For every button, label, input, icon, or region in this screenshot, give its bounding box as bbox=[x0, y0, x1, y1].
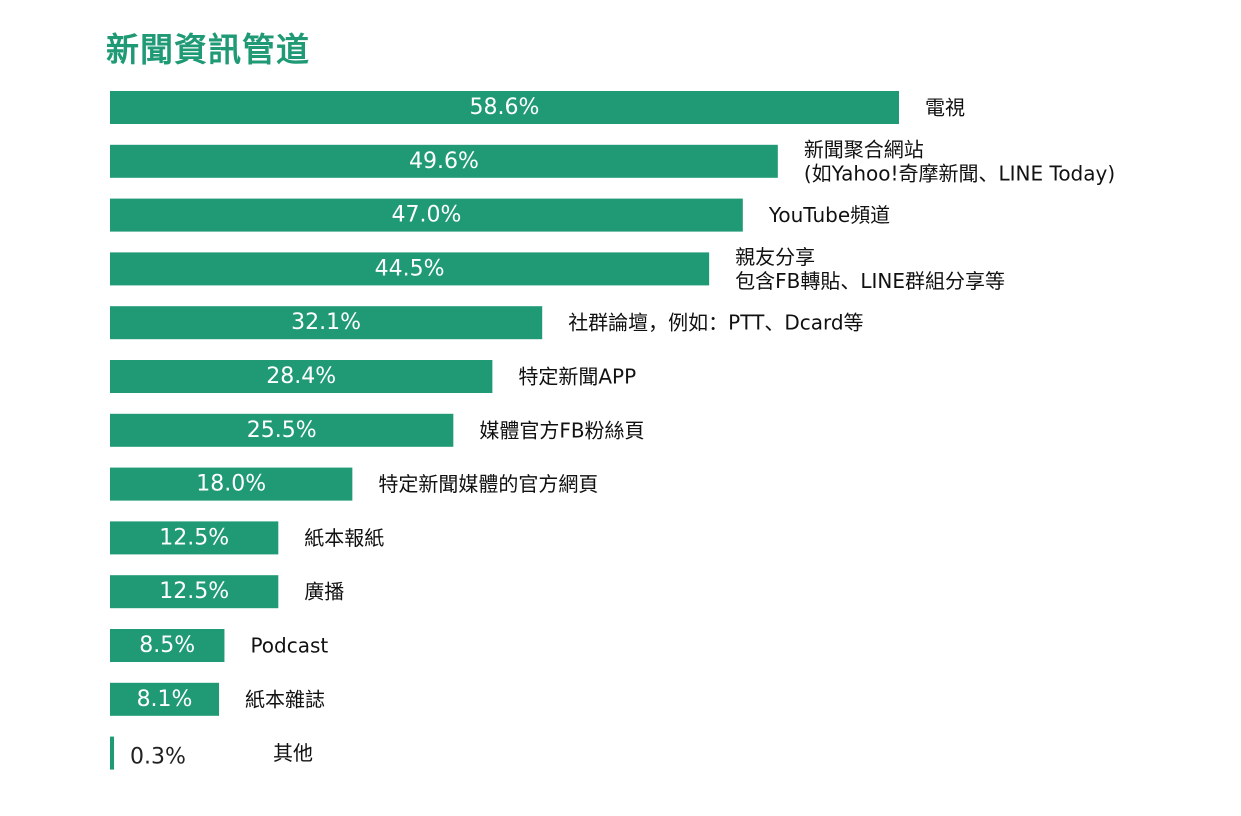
category-label: 親友分享包含FB轉貼、LINE群組分享等 bbox=[735, 245, 1005, 293]
value-label: 47.0% bbox=[391, 203, 461, 228]
bar bbox=[110, 521, 279, 555]
category-label-line: 親友分享 bbox=[735, 245, 815, 269]
value-label: 12.5% bbox=[159, 579, 229, 604]
category-label: 媒體官方FB粉絲頁 bbox=[479, 418, 644, 442]
category-label-line: 紙本雜誌 bbox=[245, 687, 325, 711]
value-label: 8.1% bbox=[137, 687, 193, 712]
category-label-line: 廣播 bbox=[304, 580, 344, 604]
bar bbox=[110, 306, 543, 340]
category-label-line: 包含FB轉貼、LINE群組分享等 bbox=[735, 269, 1005, 293]
category-label: 紙本報紙 bbox=[304, 526, 384, 550]
category-label-line: 媒體官方FB粉絲頁 bbox=[479, 418, 644, 442]
value-label: 12.5% bbox=[159, 525, 229, 550]
category-label-line: (如Yahoo!奇摩新聞、LINE Today) bbox=[804, 161, 1115, 185]
bar bbox=[110, 736, 115, 770]
value-label: 18.0% bbox=[196, 472, 266, 497]
category-label: 特定新聞媒體的官方網頁 bbox=[378, 472, 598, 496]
value-label: 49.6% bbox=[409, 149, 479, 174]
chart-title: 新聞資訊管道 bbox=[106, 30, 310, 69]
value-label: 8.5% bbox=[139, 633, 195, 658]
bar bbox=[110, 144, 778, 178]
category-label-line: 電視 bbox=[925, 96, 965, 120]
category-label: YouTube頻道 bbox=[768, 203, 890, 227]
category-label-line: 紙本報紙 bbox=[304, 526, 384, 550]
bar bbox=[110, 252, 710, 286]
category-label: 社群論壇，例如：PTT、Dcard等 bbox=[568, 311, 863, 335]
bar bbox=[110, 413, 454, 447]
bar bbox=[110, 629, 225, 662]
value-label: 28.4% bbox=[266, 364, 336, 389]
category-label-line: 社群論壇，例如：PTT、Dcard等 bbox=[568, 311, 863, 335]
bar bbox=[110, 467, 353, 501]
value-label: 32.1% bbox=[291, 310, 361, 335]
category-label: 其他 bbox=[273, 741, 313, 765]
bar bbox=[110, 198, 743, 232]
value-label: 25.5% bbox=[247, 418, 317, 443]
category-label-line: Podcast bbox=[250, 634, 328, 658]
category-label-line: 其他 bbox=[273, 741, 313, 765]
value-label: 44.5% bbox=[375, 256, 445, 281]
value-label: 0.3% bbox=[130, 745, 186, 770]
category-label: Podcast bbox=[250, 634, 328, 658]
bar bbox=[110, 91, 899, 124]
category-label: 電視 bbox=[925, 96, 965, 120]
category-label-line: 特定新聞媒體的官方網頁 bbox=[378, 472, 598, 496]
bar bbox=[110, 360, 493, 393]
category-label-line: 新聞聚合網站 bbox=[804, 137, 924, 161]
bar bbox=[110, 682, 220, 716]
category-label: 新聞聚合網站(如Yahoo!奇摩新聞、LINE Today) bbox=[804, 137, 1115, 185]
category-label-line: 特定新聞APP bbox=[518, 365, 636, 389]
bar bbox=[110, 575, 279, 609]
value-label: 58.6% bbox=[470, 95, 540, 120]
category-label: 特定新聞APP bbox=[518, 365, 636, 389]
category-label: 廣播 bbox=[304, 580, 344, 604]
category-label-line: YouTube頻道 bbox=[768, 203, 890, 227]
category-label: 紙本雜誌 bbox=[245, 687, 325, 711]
bars-layer: 58.6% 電視 49.6% 新聞聚合網站(如Yahoo!奇摩新聞、LINE Toda… bbox=[110, 91, 1115, 770]
